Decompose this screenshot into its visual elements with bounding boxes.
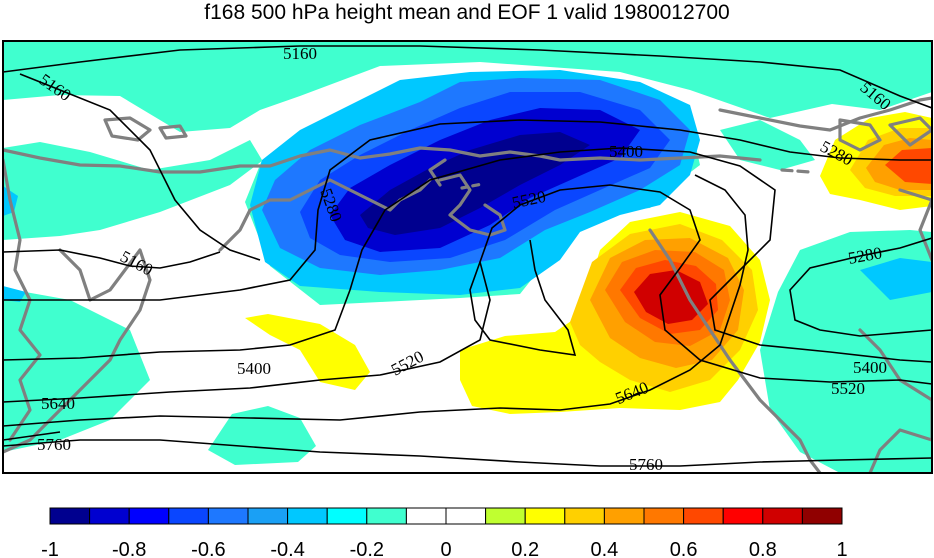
colorbar-swatch: [128, 507, 170, 525]
colorbar-swatch: [287, 507, 328, 525]
colorbar-swatch: [89, 507, 130, 525]
colorbar-tick-label: -0.6: [191, 539, 225, 558]
shade-red-2: [634, 270, 708, 324]
map-title: f168 500 hPa height mean and EOF 1 valid…: [204, 1, 730, 24]
colorbar-swatch: [247, 507, 289, 525]
colorbar-swatch: [485, 507, 526, 525]
coast-ne-islands2: [888, 116, 932, 147]
colorbar-tick-label: -1: [41, 539, 59, 558]
coast-east-right: [898, 188, 932, 262]
coast-northern-island2: [158, 124, 188, 140]
contour-label-5400-west: 5400: [237, 359, 271, 378]
contour-5280-main: [3, 119, 932, 301]
coast-greenland-west: [428, 158, 447, 187]
coast-peninsula-west: [3, 158, 42, 442]
shade-west-strip: [3, 288, 150, 452]
contour-label-5400-top: 5400: [609, 142, 643, 161]
colorbar-tick-label: -0.2: [350, 539, 384, 558]
colorbar-tick-label: 0: [440, 539, 451, 558]
colorbar-swatch: [207, 507, 249, 525]
contour-5520-inner: [469, 239, 577, 356]
contour-label-5760-west: 5760: [37, 435, 71, 454]
contour-label-5400-east: 5400: [853, 358, 887, 377]
colorbar-swatch: [168, 507, 209, 525]
colorbar-tick-label: -0.8: [112, 539, 146, 558]
contour-5640-main: [3, 174, 749, 427]
contour-label-5760-east: 5760: [629, 455, 663, 474]
coast-northern-island: [103, 116, 152, 142]
contour-5760-main: [3, 439, 932, 467]
height-contours: [3, 45, 932, 467]
colorbar-swatch: [722, 507, 764, 525]
coast-hudson: [438, 173, 507, 237]
shade-north-band: [3, 41, 932, 132]
contour-5160-leftloop: [3, 249, 221, 269]
colorbar-swatch: [445, 507, 487, 525]
colorbar-swatch: [643, 507, 685, 525]
colorbar-swatch: [683, 507, 724, 525]
colorbar-tick-labels: -1 -0.8 -0.6 -0.4 -0.2 0 0.2 0.4 0.6 0.8 1: [41, 539, 847, 558]
shade-core-11: [360, 132, 590, 235]
contour-5160-top: [3, 45, 932, 109]
map-frame: [2, 40, 933, 474]
colorbar-swatch: [326, 507, 368, 525]
colorbar-tick-label: 0.8: [749, 539, 777, 558]
colorbar-swatch: [762, 507, 803, 525]
coast-north-main: [3, 146, 762, 174]
contour-5160-west: [19, 73, 261, 261]
colorbar-tick-label: 1: [836, 539, 847, 558]
colorbar-swatch: [405, 507, 447, 525]
coast-dash-1: [780, 168, 812, 174]
contour-5280-east: [789, 237, 932, 337]
shade-east-4: [860, 258, 932, 300]
colorbar-tick-label: 0.2: [511, 539, 539, 558]
contour-label-5640-west: 5640: [41, 394, 75, 413]
coast-east-bottom: [858, 328, 932, 473]
colorbar-swatch: [564, 507, 605, 525]
coast-west-detail: [3, 248, 152, 454]
colorbar-tick-label: -0.4: [270, 539, 304, 558]
coast-east-arc: [648, 228, 822, 473]
shade-yellow-west: [245, 314, 370, 390]
coast-dash-2: [460, 182, 484, 190]
contour-5520-main: [3, 184, 932, 403]
colorbar-tick-label: 0.4: [590, 539, 618, 558]
shade-west-edge-4b: [3, 286, 26, 302]
coast-ne-islands: [838, 118, 882, 152]
colorbar-swatch: [366, 507, 407, 525]
colorbar-swatch: [603, 507, 645, 525]
colorbar-swatch: [524, 507, 566, 525]
colorbar: [49, 507, 843, 525]
contour-5400-main: [3, 147, 932, 363]
colorbar-swatch: [49, 507, 91, 525]
colorbar-tick-label: 0.6: [670, 539, 698, 558]
contour-label-5160-top: 5160: [283, 44, 317, 63]
shade-ne-red: [885, 148, 932, 184]
contour-label-5520-east: 5520: [831, 379, 865, 398]
contour-5640-east: [3, 431, 61, 441]
colorbar-swatch: [801, 507, 843, 525]
